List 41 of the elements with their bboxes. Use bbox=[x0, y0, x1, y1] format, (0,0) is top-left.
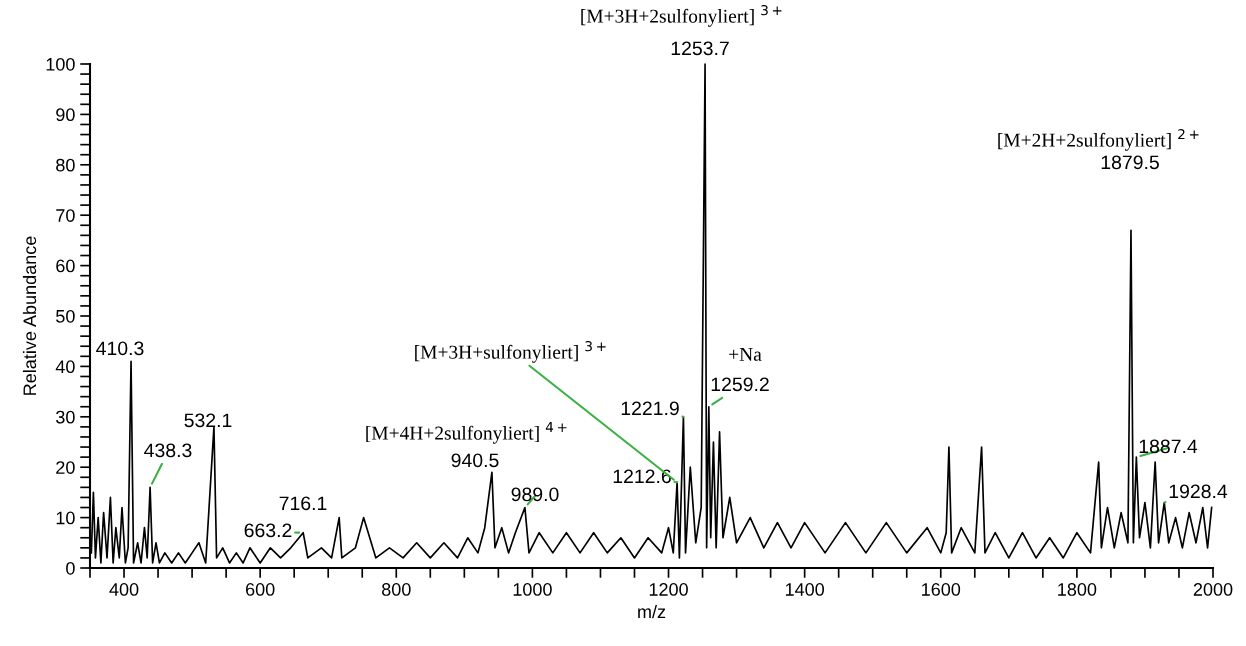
x-axis-title: m/z bbox=[638, 604, 666, 619]
x-tick-label: 1400 bbox=[785, 583, 825, 596]
x-tick-label: 400 bbox=[109, 583, 139, 596]
y-tick-label: 0 bbox=[66, 561, 75, 575]
annotation: 989.0 bbox=[511, 487, 559, 502]
annotation: [M+2H+2sulfonyliert] $^{2+}$ bbox=[998, 129, 1199, 151]
annotation: 410.3 bbox=[96, 341, 144, 356]
annotation: 1212.6 bbox=[613, 469, 671, 484]
annotation: 1221.9 bbox=[621, 401, 679, 416]
x-tick-label: 1200 bbox=[649, 583, 688, 596]
y-tick-label: 40 bbox=[55, 360, 75, 374]
y-tick-label: 100 bbox=[46, 57, 75, 71]
x-tick-label: 600 bbox=[246, 583, 275, 596]
annotation: [M+4H+2sulfonyliert] $^{4+}$ bbox=[366, 422, 567, 444]
annotation: 940.5 bbox=[451, 453, 499, 468]
annotation: 1887.4 bbox=[1139, 439, 1198, 454]
annotation: 716.1 bbox=[279, 496, 327, 511]
x-tick-label: 1600 bbox=[922, 583, 961, 596]
y-axis-title: Relative Abundance bbox=[22, 236, 37, 395]
y-tick-label: 50 bbox=[56, 309, 75, 323]
y-tick-label: 60 bbox=[56, 259, 75, 273]
annotation: [M+3H+2sulfonyliert] $^{3+}$ bbox=[581, 5, 782, 27]
y-tick-label: 10 bbox=[56, 511, 75, 525]
annotation: 663.2 bbox=[244, 523, 292, 538]
y-tick-label: 30 bbox=[56, 410, 75, 424]
annotation: 532.1 bbox=[184, 413, 232, 428]
y-tick-label: 20 bbox=[56, 461, 75, 474]
x-tick-label: 1800 bbox=[1058, 583, 1097, 596]
annotation: 1879.5 bbox=[1101, 155, 1159, 170]
y-tick-label: 70 bbox=[56, 209, 75, 222]
annotation: 438.3 bbox=[144, 443, 192, 458]
annotation: +Na bbox=[729, 347, 762, 361]
y-tick-label: 90 bbox=[56, 108, 75, 122]
x-tick-label: 1000 bbox=[513, 583, 552, 596]
annotation: [M+3H+sulfonyliert] $^{3+}$ bbox=[415, 341, 606, 363]
annotation: 1928.4 bbox=[1169, 484, 1228, 499]
annotation: 1253.7 bbox=[671, 41, 729, 56]
y-tick-label: 80 bbox=[56, 158, 75, 172]
x-tick-label: 2000 bbox=[1193, 583, 1233, 596]
annotation: 1259.2 bbox=[711, 377, 769, 392]
x-tick-label: 800 bbox=[382, 583, 411, 596]
